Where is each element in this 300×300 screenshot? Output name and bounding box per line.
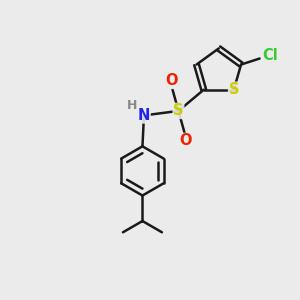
Text: N: N	[138, 108, 150, 123]
Text: H: H	[128, 99, 138, 112]
Text: S: S	[173, 103, 184, 118]
Text: O: O	[179, 134, 191, 148]
Text: S: S	[229, 82, 239, 97]
Text: Cl: Cl	[262, 47, 278, 62]
Text: O: O	[166, 74, 178, 88]
